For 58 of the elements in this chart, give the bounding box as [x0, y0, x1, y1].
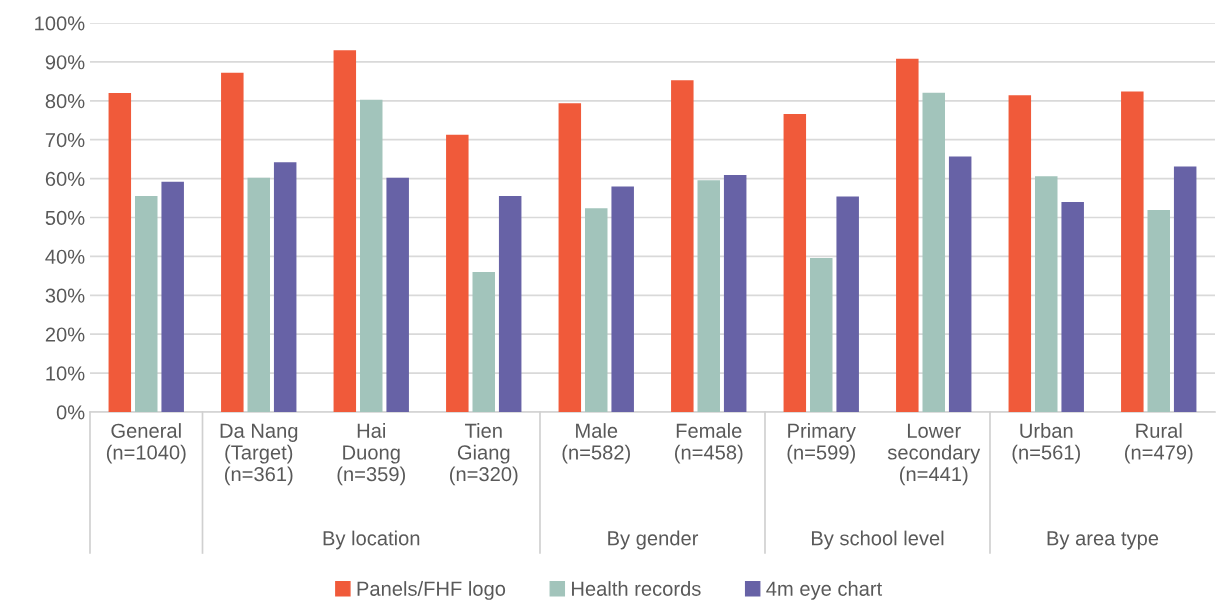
- y-tick-label: 70%: [45, 132, 85, 148]
- bar: [585, 208, 608, 412]
- bar: [896, 58, 919, 412]
- legend-label: Panels/FHF logo: [357, 581, 506, 600]
- legend-label: 4m eye chart: [766, 581, 883, 600]
- bar: [247, 177, 270, 412]
- text: By school level: [811, 530, 944, 550]
- bar: [273, 162, 297, 412]
- bar: [611, 186, 634, 412]
- y-tick-label: 100%: [35, 16, 85, 31]
- legend-label: Health records: [572, 581, 701, 596]
- bar: [922, 92, 945, 412]
- x-tick-label: Male (n=582): [562, 423, 630, 464]
- text: By area type: [1047, 531, 1159, 550]
- bar: [446, 134, 469, 412]
- bar: [472, 271, 495, 412]
- y-tick-label: 80%: [45, 94, 85, 109]
- bar: [360, 99, 383, 412]
- x-tick-label: Tien Giang (n=320): [450, 423, 518, 486]
- bar: [108, 93, 132, 412]
- bar: [161, 181, 184, 412]
- text: By location: [323, 530, 420, 550]
- x-tick-label: Urban (n=561): [1012, 423, 1080, 464]
- y-tick-label: 30%: [45, 288, 85, 303]
- bar: [1008, 95, 1032, 412]
- bar: [671, 80, 694, 412]
- x-tick-label: Da Nang (Target) (n=361): [220, 423, 298, 486]
- x-tick-label: Lower secondary (n=441): [887, 423, 981, 486]
- bar: [783, 114, 807, 412]
- bar: [558, 103, 582, 412]
- x-tick-label: General (n=1040): [106, 423, 186, 464]
- bar: [1061, 201, 1084, 412]
- x-tick-label: Rural (n=479): [1125, 423, 1193, 464]
- x-tick-label: Primary (n=599): [787, 423, 856, 464]
- y-tick-label: 60%: [45, 171, 85, 187]
- bar: [948, 156, 972, 412]
- bar: [1147, 210, 1170, 412]
- bar: [697, 180, 720, 412]
- bar: [333, 50, 357, 412]
- bar: [1121, 91, 1144, 412]
- x-tick-label: Hai Duong (n=359): [337, 423, 405, 486]
- bar: [836, 196, 859, 412]
- y-tick-label: 90%: [45, 55, 85, 70]
- bar: [386, 177, 409, 412]
- y-tick-label: 10%: [46, 366, 85, 381]
- bar: [221, 72, 244, 412]
- x-tick-label: Female (n=458): [675, 423, 743, 464]
- y-tick-label: 20%: [45, 327, 85, 342]
- bar: [723, 175, 747, 412]
- bar: [498, 196, 522, 412]
- bar: [810, 257, 833, 412]
- y-tick-label: 50%: [45, 210, 85, 225]
- bar: [1173, 166, 1197, 412]
- text: By gender: [608, 530, 699, 550]
- bar: [135, 196, 158, 412]
- bar: [1035, 176, 1058, 412]
- y-tick-label: 0%: [56, 405, 85, 420]
- y-tick-label: 40%: [45, 249, 85, 264]
